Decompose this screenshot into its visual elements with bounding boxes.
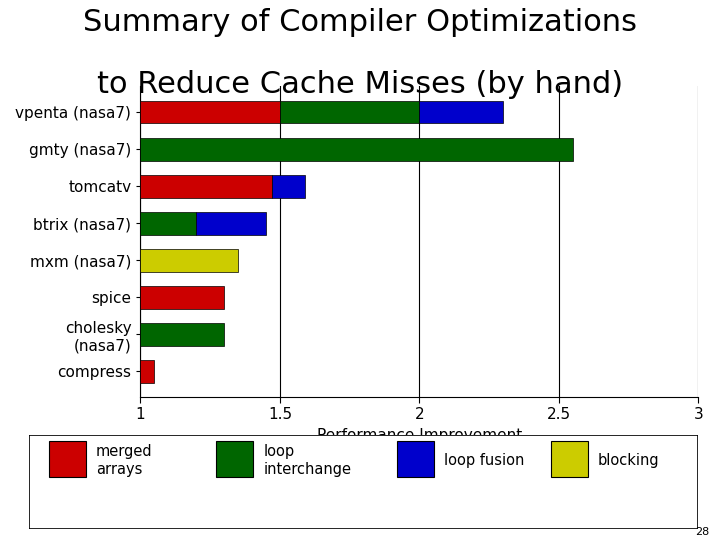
Text: loop
interchange: loop interchange xyxy=(264,444,351,477)
Bar xyxy=(140,138,573,160)
Text: loop fusion: loop fusion xyxy=(444,453,524,468)
Bar xyxy=(140,249,238,272)
Bar xyxy=(140,360,154,383)
FancyBboxPatch shape xyxy=(29,435,698,529)
FancyBboxPatch shape xyxy=(397,441,434,477)
Bar xyxy=(140,100,280,124)
Text: merged
arrays: merged arrays xyxy=(96,444,153,477)
FancyBboxPatch shape xyxy=(49,441,86,477)
Bar xyxy=(419,100,503,124)
Bar xyxy=(140,286,224,309)
Bar xyxy=(271,174,305,198)
Text: Summary of Compiler Optimizations: Summary of Compiler Optimizations xyxy=(83,8,637,37)
Bar xyxy=(196,212,266,234)
Text: 28: 28 xyxy=(695,527,709,537)
Text: to Reduce Cache Misses (by hand): to Reduce Cache Misses (by hand) xyxy=(97,70,623,99)
X-axis label: Performance Improvement: Performance Improvement xyxy=(317,428,522,443)
FancyBboxPatch shape xyxy=(551,441,588,477)
Bar xyxy=(140,174,271,198)
Bar xyxy=(280,100,419,124)
Bar xyxy=(140,212,196,234)
FancyBboxPatch shape xyxy=(216,441,253,477)
Bar xyxy=(140,323,224,346)
Text: blocking: blocking xyxy=(598,453,660,468)
